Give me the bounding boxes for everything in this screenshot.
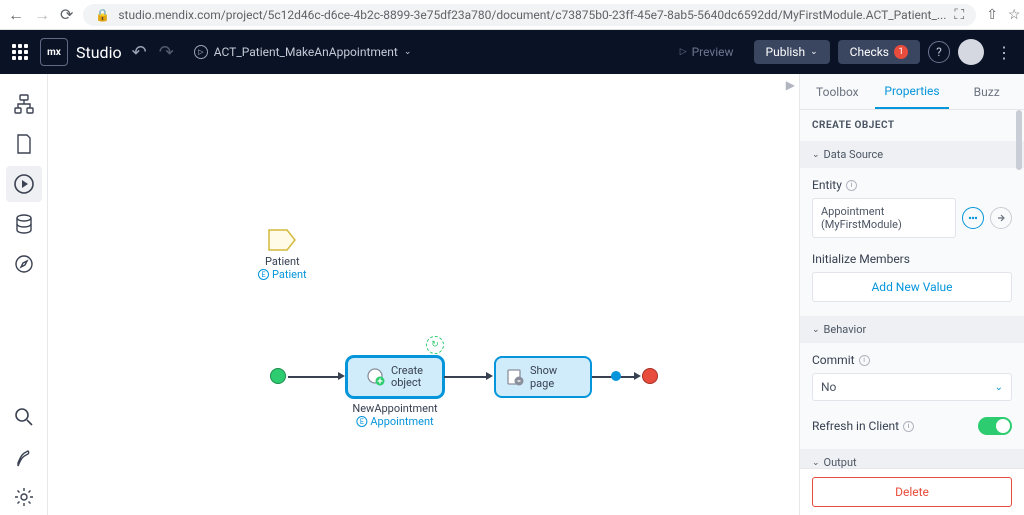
activity-show-page[interactable]: Show page	[494, 356, 592, 398]
flow-arrowhead	[634, 372, 641, 380]
add-new-value-button[interactable]: Add New Value	[812, 272, 1012, 302]
url-text: studio.mendix.com/project/5c12d46c-d6ce-…	[118, 8, 946, 22]
section-data-source[interactable]: ⌄Data Source	[800, 141, 1024, 168]
info-icon[interactable]: i	[903, 421, 914, 432]
share-icon[interactable]: ⇧	[986, 7, 998, 23]
more-menu-icon[interactable]: ⋮	[992, 43, 1016, 62]
refresh-toggle[interactable]	[978, 417, 1012, 435]
flow-edge[interactable]	[288, 376, 340, 378]
rail-microflows-icon[interactable]	[6, 166, 42, 202]
chevron-down-icon: ⌄	[812, 325, 820, 335]
play-icon: ▷	[680, 47, 687, 57]
commit-label: Commiti	[812, 353, 1012, 367]
flow-arrowhead	[338, 372, 345, 380]
microflow-icon: ▷	[194, 45, 208, 59]
rail-domain-model-icon[interactable]	[6, 86, 42, 122]
product-name: Studio	[76, 43, 122, 62]
chevron-down-icon: ⌄	[812, 150, 820, 160]
bookmark-icon[interactable]: ☆	[1008, 7, 1021, 23]
preview-button[interactable]: ▷Preview	[668, 40, 746, 64]
entity-value: Appointment (MyFirstModule)	[812, 198, 956, 238]
panel-tabs: Toolbox Properties Buzz	[800, 74, 1024, 110]
url-bar[interactable]: 🔒 studio.mendix.com/project/5c12d46c-d6c…	[83, 4, 976, 26]
flow-handle[interactable]	[611, 371, 621, 381]
browser-back[interactable]: ←	[8, 5, 24, 25]
refresh-indicator-icon: ↻	[426, 336, 444, 354]
rail-theme-icon[interactable]	[6, 439, 42, 475]
activity-caption: NewAppointment	[352, 402, 437, 415]
parameter-type: E Patient	[258, 268, 307, 281]
app-header: mx Studio ↶ ↷ ▷ ACT_Patient_MakeAnAppoin…	[0, 30, 1024, 74]
tab-properties[interactable]: Properties	[875, 74, 950, 109]
document-name: ACT_Patient_MakeAnAppointment	[214, 45, 398, 59]
chevron-down-icon: ⌄	[812, 458, 820, 468]
rail-settings-icon[interactable]	[6, 479, 42, 515]
chevron-down-icon: ⌄	[810, 47, 818, 57]
rail-database-icon[interactable]	[6, 206, 42, 242]
info-icon[interactable]: i	[846, 180, 857, 191]
entity-label: Entityi	[812, 178, 1012, 192]
activity-label: Show page	[530, 364, 580, 390]
parameter-icon	[268, 229, 296, 251]
document-selector[interactable]: ▷ ACT_Patient_MakeAnAppointment ⌄	[194, 45, 412, 59]
rail-pages-icon[interactable]	[6, 126, 42, 162]
rail-search-icon[interactable]	[6, 399, 42, 435]
commit-select[interactable]: No⌄	[812, 373, 1012, 401]
panel-title: CREATE OBJECT	[800, 110, 1024, 141]
entity-type-icon: E	[258, 269, 269, 280]
panel-scrollbar[interactable]	[1016, 110, 1022, 473]
help-button[interactable]: ?	[928, 41, 950, 63]
flow-parameter[interactable]: Patient E Patient	[258, 229, 307, 281]
create-object-icon	[367, 368, 385, 386]
panel-body: CREATE OBJECT ⌄Data Source Entityi Appoi…	[800, 110, 1024, 515]
publish-button[interactable]: Publish⌄	[754, 40, 830, 64]
activity-create-object[interactable]: Create object NewAppointment EAppointmen…	[346, 356, 444, 398]
collapse-panel-icon[interactable]: ▶	[786, 78, 795, 92]
flow-arrowhead	[486, 372, 493, 380]
apps-menu-icon[interactable]	[8, 40, 32, 64]
browser-reload[interactable]: ⟳	[60, 5, 73, 24]
mendix-logo[interactable]: mx	[40, 38, 68, 66]
rail-navigation-icon[interactable]	[6, 246, 42, 282]
translate-icon[interactable]: ⛶	[954, 7, 964, 23]
lock-icon: 🔒	[95, 8, 110, 22]
checks-count-badge: 1	[894, 45, 908, 59]
undo-button[interactable]: ↶	[132, 42, 147, 63]
chevron-down-icon: ⌄	[404, 47, 412, 57]
delete-button[interactable]: Delete	[812, 477, 1012, 507]
main-area: ▶ Patient E Patient ↻ Create obj	[0, 74, 1024, 515]
entity-goto-button[interactable]	[990, 207, 1012, 229]
init-members-label: Initialize Members	[812, 252, 1012, 266]
checks-button[interactable]: Checks1	[838, 40, 920, 64]
properties-panel: Toolbox Properties Buzz CREATE OBJECT ⌄D…	[799, 74, 1024, 515]
entity-type-icon: E	[356, 416, 367, 427]
show-page-icon	[506, 368, 524, 386]
entity-select-button[interactable]	[962, 207, 984, 229]
info-icon[interactable]: i	[859, 355, 870, 366]
chevron-down-icon: ⌄	[995, 382, 1003, 393]
left-rail	[0, 74, 48, 515]
tab-buzz[interactable]: Buzz	[949, 74, 1024, 109]
flow-start[interactable]	[270, 368, 286, 384]
tab-toolbox[interactable]: Toolbox	[800, 74, 875, 109]
flow-edge[interactable]	[444, 376, 488, 378]
user-avatar[interactable]	[958, 39, 984, 65]
flow-end[interactable]	[642, 368, 658, 384]
browser-chrome: ← → ⟳ 🔒 studio.mendix.com/project/5c12d4…	[0, 0, 1024, 30]
refresh-label: Refresh in Clienti	[812, 419, 914, 433]
browser-forward[interactable]: →	[34, 5, 50, 25]
activity-label: object	[391, 377, 423, 389]
parameter-name: Patient	[258, 255, 307, 268]
microflow-canvas[interactable]: ▶ Patient E Patient ↻ Create obj	[48, 74, 799, 515]
section-behavior[interactable]: ⌄Behavior	[800, 316, 1024, 343]
activity-caption-type: EAppointment	[352, 415, 437, 428]
redo-button[interactable]: ↷	[159, 42, 174, 63]
